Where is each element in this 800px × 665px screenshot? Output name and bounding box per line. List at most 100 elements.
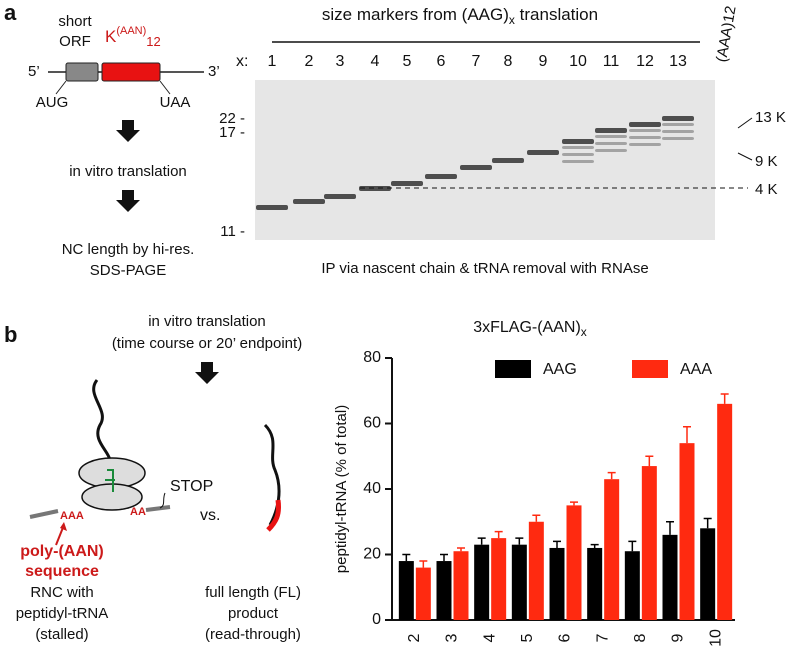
gel-band: [595, 135, 627, 138]
k-label: K(AAN)12: [105, 25, 161, 50]
vs-label: vs.: [200, 507, 220, 524]
chart-title: 3xFLAG-(AAN)x: [473, 319, 587, 339]
gel-title-sub: x: [509, 13, 515, 27]
lane-label: 9: [539, 53, 548, 70]
legend-label: AAG: [543, 361, 577, 378]
gel-band: [662, 116, 694, 121]
bar: [587, 547, 603, 620]
panel-label: a: [4, 0, 17, 25]
bar: [624, 551, 640, 620]
error-bar: [590, 543, 599, 548]
bar: [549, 547, 565, 620]
aaa-label: AAA: [60, 510, 84, 522]
error-bar: [683, 426, 691, 444]
stop-label: STOP: [170, 478, 213, 495]
orf-box: [65, 62, 99, 82]
y-tick-label: 0: [372, 611, 381, 628]
lane-label: 4: [371, 53, 380, 70]
gel-title: size markers from (AAG)x translation: [322, 5, 598, 27]
bar: [474, 544, 490, 620]
k-marker: 9 K: [755, 153, 778, 170]
bar-chart: 0 20 40 60 80 2 3 4 5 6 7 8 9 10 AAG AAA: [363, 349, 735, 647]
pointer: [55, 80, 67, 95]
lane-label: 5: [403, 53, 412, 70]
y-axis-label: peptidyl-tRNA (% of total): [333, 405, 350, 573]
bar: [679, 443, 695, 620]
k-box: [101, 62, 161, 82]
gel-band: [324, 194, 356, 199]
lane-label: 7: [472, 53, 481, 70]
step-text: SDS-PAGE: [90, 262, 166, 279]
gel-band: [562, 146, 594, 149]
bar: [700, 528, 716, 620]
fl-label: (read-through): [205, 626, 301, 643]
y-tick-label: 60: [363, 415, 381, 432]
lane-label: 13: [669, 53, 687, 70]
error-bar: [515, 537, 524, 545]
bar: [662, 534, 678, 620]
gel-band: [359, 186, 391, 191]
poly-label: sequence: [25, 563, 99, 580]
step-text: (time course or 20’ endpoint): [112, 335, 302, 352]
gel-band: [391, 181, 423, 186]
pointer: [737, 152, 753, 161]
x-tick-label: 5: [519, 633, 536, 642]
gel-band: [629, 143, 661, 146]
kda-marker: 11 -: [220, 223, 245, 240]
error-bar: [720, 393, 729, 404]
error-bar: [440, 553, 448, 562]
rnc-label: (stalled): [35, 626, 88, 643]
bar: [511, 544, 527, 620]
bar: [566, 505, 582, 620]
error-bar: [419, 560, 428, 568]
control-lane: (AAA)12: [713, 5, 740, 64]
error-bar: [570, 501, 578, 506]
bar: [491, 538, 507, 620]
error-bar: [532, 514, 541, 522]
y-tick-label: 80: [363, 349, 381, 366]
poly-label: poly-(AAN): [20, 543, 104, 560]
start-codon: AUG: [36, 94, 69, 111]
gel-band: [629, 136, 661, 139]
gel-band: [662, 137, 694, 140]
five-prime: 5’: [28, 63, 40, 80]
gel-bands: [256, 116, 694, 210]
x-tick-label: 8: [632, 633, 649, 642]
k-marker: 13 K: [755, 109, 786, 126]
gel-band: [595, 149, 627, 152]
gel-band: [595, 128, 627, 133]
x-tick-label: 4: [481, 633, 498, 642]
pointer: [159, 492, 166, 509]
y-tick-label: 20: [363, 546, 381, 563]
gel-band: [527, 150, 559, 155]
fl-label: product: [228, 605, 279, 622]
bar: [436, 561, 452, 620]
stop-codon: UAA: [160, 94, 191, 111]
gel-band: [256, 205, 288, 210]
error-bar: [494, 530, 503, 539]
error-bar: [477, 537, 486, 545]
bar: [641, 466, 657, 620]
gel-band: [562, 153, 594, 156]
error-bar: [553, 540, 561, 548]
bar: [528, 521, 544, 620]
fl-label: full length (FL): [205, 584, 301, 601]
aa-label: AA: [130, 506, 146, 518]
kda-marker: 22 -: [219, 110, 245, 127]
mrna: [29, 509, 59, 519]
error-bar: [645, 455, 654, 467]
arrow: [195, 362, 219, 384]
error-bar: [703, 517, 712, 529]
error-bar: [457, 547, 465, 552]
y-tick-label: 40: [363, 480, 381, 497]
legend-label: AAA: [680, 361, 712, 378]
k-label-sub: 12: [146, 34, 160, 49]
chart-title-main: 3xFLAG-(AAN): [473, 319, 581, 336]
lane-label: 6: [437, 53, 446, 70]
step-text: in vitro translation: [69, 163, 187, 180]
error-bar: [402, 553, 411, 562]
bar: [604, 479, 620, 620]
gel: [255, 80, 715, 240]
bar: [415, 567, 431, 620]
